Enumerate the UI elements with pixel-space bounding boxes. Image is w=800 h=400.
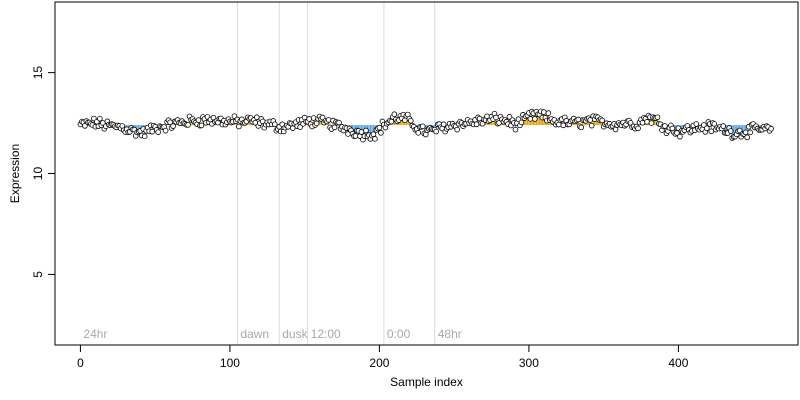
- y-tick-label: 10: [31, 167, 45, 181]
- data-point: [433, 128, 440, 135]
- data-point: [575, 116, 582, 123]
- data-point: [198, 122, 205, 129]
- data-point: [720, 123, 727, 129]
- data-point: [527, 116, 534, 122]
- data-point: [97, 115, 103, 122]
- data-point: [415, 130, 422, 136]
- data-point: [408, 117, 414, 124]
- data-point: [742, 129, 749, 136]
- data-point: [185, 122, 191, 128]
- data-point: [336, 119, 342, 126]
- data-point: [236, 123, 242, 130]
- data-point: [254, 114, 260, 121]
- data-points: [77, 108, 774, 143]
- x-tick-label: 0: [77, 356, 84, 370]
- data-point: [708, 128, 715, 135]
- data-point: [141, 133, 148, 140]
- section-label: 24hr: [83, 327, 107, 341]
- x-axis: 0 100 200 300 400: [77, 344, 689, 370]
- data-point: [711, 121, 718, 127]
- data-point: [727, 128, 734, 134]
- data-point: [545, 110, 552, 116]
- data-point: [635, 125, 641, 132]
- data-point: [744, 134, 750, 141]
- plot-frame: [54, 1, 799, 346]
- data-point: [648, 120, 655, 126]
- data-point: [363, 127, 369, 134]
- data-point: [512, 126, 519, 133]
- data-point: [271, 121, 278, 128]
- data-point: [704, 125, 710, 132]
- data-point: [541, 109, 547, 115]
- data-point: [693, 121, 700, 127]
- y-tick-label: 5: [31, 271, 45, 278]
- data-point: [372, 136, 378, 142]
- data-point: [289, 125, 296, 131]
- data-point: [440, 121, 447, 128]
- section-label: dusk: [282, 327, 308, 341]
- section-label: 0:00: [387, 327, 411, 341]
- x-tick-label: 300: [519, 356, 539, 370]
- data-point: [388, 118, 395, 125]
- section-label: 12:00: [311, 327, 341, 341]
- data-point: [560, 122, 567, 129]
- data-point: [155, 129, 161, 135]
- data-point: [325, 117, 332, 123]
- data-point: [768, 125, 774, 132]
- section-label: 48hr: [438, 327, 462, 341]
- data-point: [370, 131, 377, 138]
- data-point: [149, 128, 155, 135]
- x-tick-label: 200: [369, 356, 389, 370]
- data-point: [644, 119, 650, 125]
- y-tick-label: 15: [31, 66, 45, 80]
- data-point: [376, 124, 383, 131]
- data-point: [306, 116, 312, 122]
- data-point: [454, 126, 460, 133]
- data-point: [310, 115, 317, 121]
- data-point: [352, 133, 359, 139]
- data-point: [578, 124, 585, 131]
- data-point: [391, 111, 398, 117]
- section-label: dawn: [240, 327, 269, 341]
- data-point: [588, 122, 595, 129]
- data-point: [331, 124, 338, 131]
- data-point: [532, 116, 538, 122]
- x-axis-label: Sample index: [390, 375, 463, 389]
- data-point: [313, 120, 320, 127]
- data-point: [518, 119, 525, 126]
- data-point: [170, 123, 176, 129]
- data-point: [599, 117, 605, 124]
- data-point: [662, 123, 668, 129]
- y-axis-label: Expression: [8, 144, 22, 203]
- x-tick-label: 400: [668, 356, 688, 370]
- data-point: [747, 129, 753, 136]
- data-point: [654, 114, 661, 121]
- data-point: [677, 133, 683, 140]
- x-tick-label: 100: [220, 356, 240, 370]
- data-point: [162, 127, 169, 134]
- data-point: [473, 121, 480, 128]
- data-point: [493, 114, 499, 121]
- data-point: [378, 130, 384, 136]
- section-divider-lines: [236, 2, 436, 345]
- section-labels: 24hr dawn dusk 12:00 0:00 48hr: [83, 327, 461, 341]
- data-point: [419, 123, 426, 130]
- y-axis: 5 10 15: [31, 66, 56, 278]
- data-point: [195, 117, 202, 123]
